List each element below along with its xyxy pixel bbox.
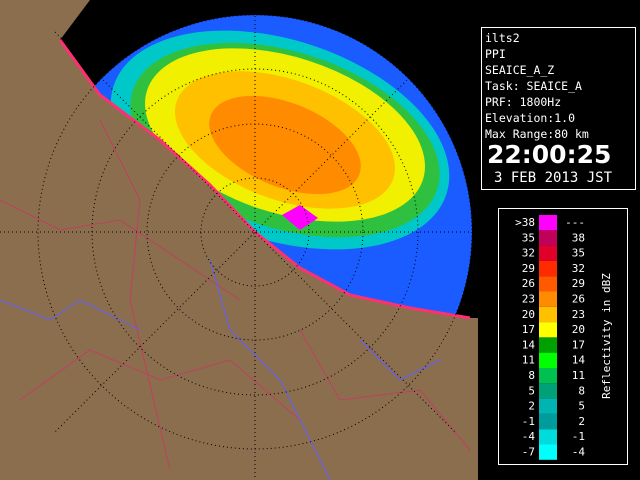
product: SEAICE_A_Z — [485, 63, 554, 77]
legend-swatch — [539, 383, 557, 399]
info-box: ilts2 PPI SEAICE_A_Z Task: SEAICE_A PRF:… — [481, 27, 636, 190]
legend-label: 20 — [522, 308, 535, 321]
legend-upper: 29 — [572, 277, 585, 290]
legend-label: 29 — [522, 262, 535, 275]
legend-swatch — [539, 337, 557, 353]
legend-label: >38 — [515, 216, 535, 229]
echo-orange — [209, 95, 361, 195]
legend-upper: 20 — [572, 323, 585, 336]
legend-upper: -4 — [572, 446, 586, 459]
prf: PRF: 1800Hz — [485, 95, 561, 109]
legend-swatch — [539, 444, 557, 460]
legend-upper: 11 — [572, 369, 585, 382]
legend-swatch — [539, 260, 557, 277]
legend-label: 8 — [528, 369, 535, 382]
legend-title: Reflectivity in dBZ — [600, 273, 613, 399]
legend-label: 35 — [522, 231, 535, 244]
legend-swatch — [539, 245, 557, 261]
legend-label: 5 — [528, 384, 535, 397]
legend-border — [498, 208, 628, 465]
range-rings — [0, 0, 478, 480]
legend-swatch — [539, 306, 557, 323]
legend-upper: --- — [565, 216, 585, 229]
echo-core — [282, 205, 318, 230]
mode: PPI — [485, 47, 506, 61]
legend-swatch — [539, 398, 557, 414]
legend-upper: 38 — [572, 231, 585, 244]
legend-upper: 23 — [572, 308, 585, 321]
legend-upper: 14 — [572, 354, 586, 367]
legend-label: 2 — [528, 400, 535, 413]
legend-upper: -1 — [572, 430, 585, 443]
rivers — [0, 259, 441, 480]
legend-label: -4 — [522, 430, 536, 443]
legend-label: 23 — [522, 293, 535, 306]
legend-upper: 8 — [578, 384, 585, 397]
land — [0, 0, 478, 480]
legend-label: -1 — [522, 415, 535, 428]
map — [0, 0, 478, 480]
station: ilts2 — [485, 31, 520, 45]
legend-label: 26 — [522, 277, 535, 290]
boundaries — [0, 119, 471, 471]
legend-upper: 35 — [572, 247, 585, 260]
legend-upper: 26 — [572, 293, 585, 306]
legend-label: -7 — [522, 446, 535, 459]
legend-label: 14 — [522, 338, 536, 351]
legend-upper: 32 — [572, 262, 585, 275]
legend-swatch — [539, 368, 557, 384]
date: 3 FEB 2013 JST — [494, 170, 613, 186]
legend: Reflectivity in dBZ >38 --- 35 38 32 35 29 32 26… — [498, 208, 628, 465]
legend-swatch — [539, 276, 557, 292]
legend-swatch — [539, 215, 557, 231]
legend-upper: 2 — [578, 415, 585, 428]
max-range: Max Range:80 km — [485, 127, 589, 141]
legend-upper: 17 — [572, 338, 585, 351]
legend-swatch — [539, 352, 557, 368]
legend-swatch — [539, 291, 557, 307]
time: 22:00:25 — [487, 140, 611, 169]
legend-swatch — [539, 230, 557, 246]
legend-label: 32 — [522, 247, 535, 260]
elevation: Elevation:1.0 — [485, 111, 575, 125]
legend-swatch — [539, 413, 557, 430]
task: Task: SEAICE_A — [485, 79, 582, 93]
legend-swatch — [539, 322, 557, 338]
legend-label: 17 — [522, 323, 535, 336]
legend-swatch — [539, 429, 557, 445]
legend-label: 11 — [522, 354, 535, 367]
legend-upper: 5 — [578, 400, 585, 413]
info-border — [481, 27, 636, 190]
